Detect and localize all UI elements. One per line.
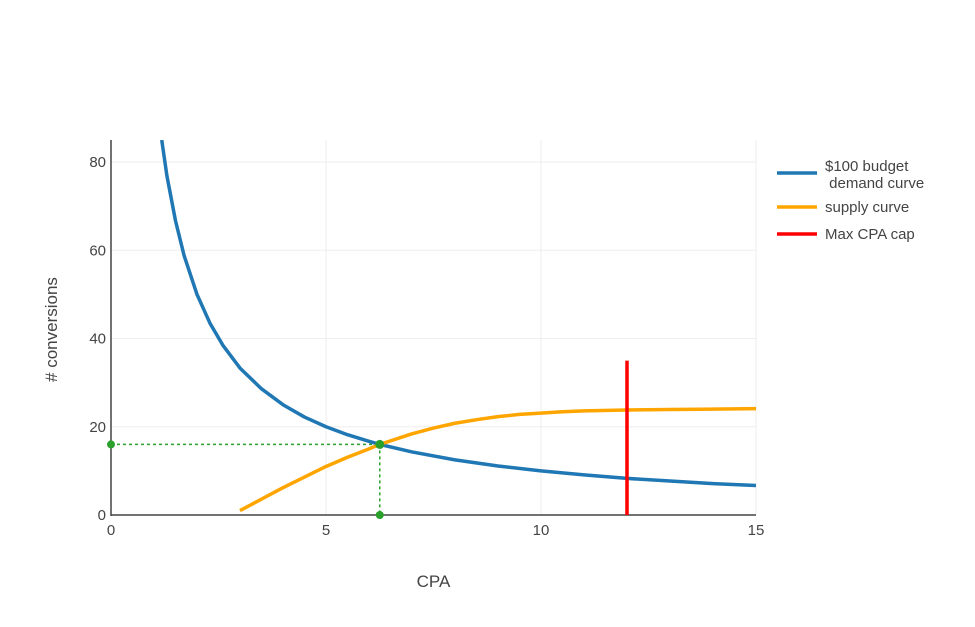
equilibrium-markers bbox=[107, 439, 385, 519]
x-tick-label: 0 bbox=[107, 522, 115, 539]
y-tick-label: 80 bbox=[89, 154, 106, 171]
legend-label: Max CPA cap bbox=[825, 226, 915, 243]
equilibrium-point bbox=[375, 439, 385, 449]
axes bbox=[110, 140, 756, 516]
legend-label: supply curve bbox=[825, 199, 909, 216]
x-tick-label: 15 bbox=[748, 522, 765, 539]
x-tick-label: 5 bbox=[322, 522, 330, 539]
legend-item-max-cpa-cap-line[interactable]: Max CPA cap bbox=[777, 226, 915, 243]
y-axis-title: # conversions bbox=[42, 277, 61, 382]
y-tick-label: 0 bbox=[98, 507, 106, 524]
legend-item-demand-curve[interactable]: $100 budget demand curve bbox=[777, 158, 924, 192]
y-tick-label: 60 bbox=[89, 242, 106, 259]
equilibrium-x-marker bbox=[375, 511, 384, 519]
series-supply-curve bbox=[239, 406, 756, 513]
equilibrium-y-marker bbox=[107, 440, 115, 449]
tick-labels: 0 5 10 15 0 20 40 60 80 bbox=[89, 154, 764, 539]
grid bbox=[111, 140, 757, 515]
series-layer bbox=[111, 140, 756, 515]
y-tick-label: 20 bbox=[89, 419, 106, 436]
legend[interactable]: $100 budget demand curve supply curve Max … bbox=[777, 158, 924, 243]
legend-label: $100 budget demand curve bbox=[825, 158, 924, 192]
x-axis-title: CPA bbox=[417, 572, 451, 591]
x-tick-label: 10 bbox=[533, 522, 550, 539]
y-tick-label: 40 bbox=[89, 331, 106, 348]
series-demand-curve bbox=[160, 140, 756, 488]
legend-item-supply-curve[interactable]: supply curve bbox=[777, 199, 909, 216]
